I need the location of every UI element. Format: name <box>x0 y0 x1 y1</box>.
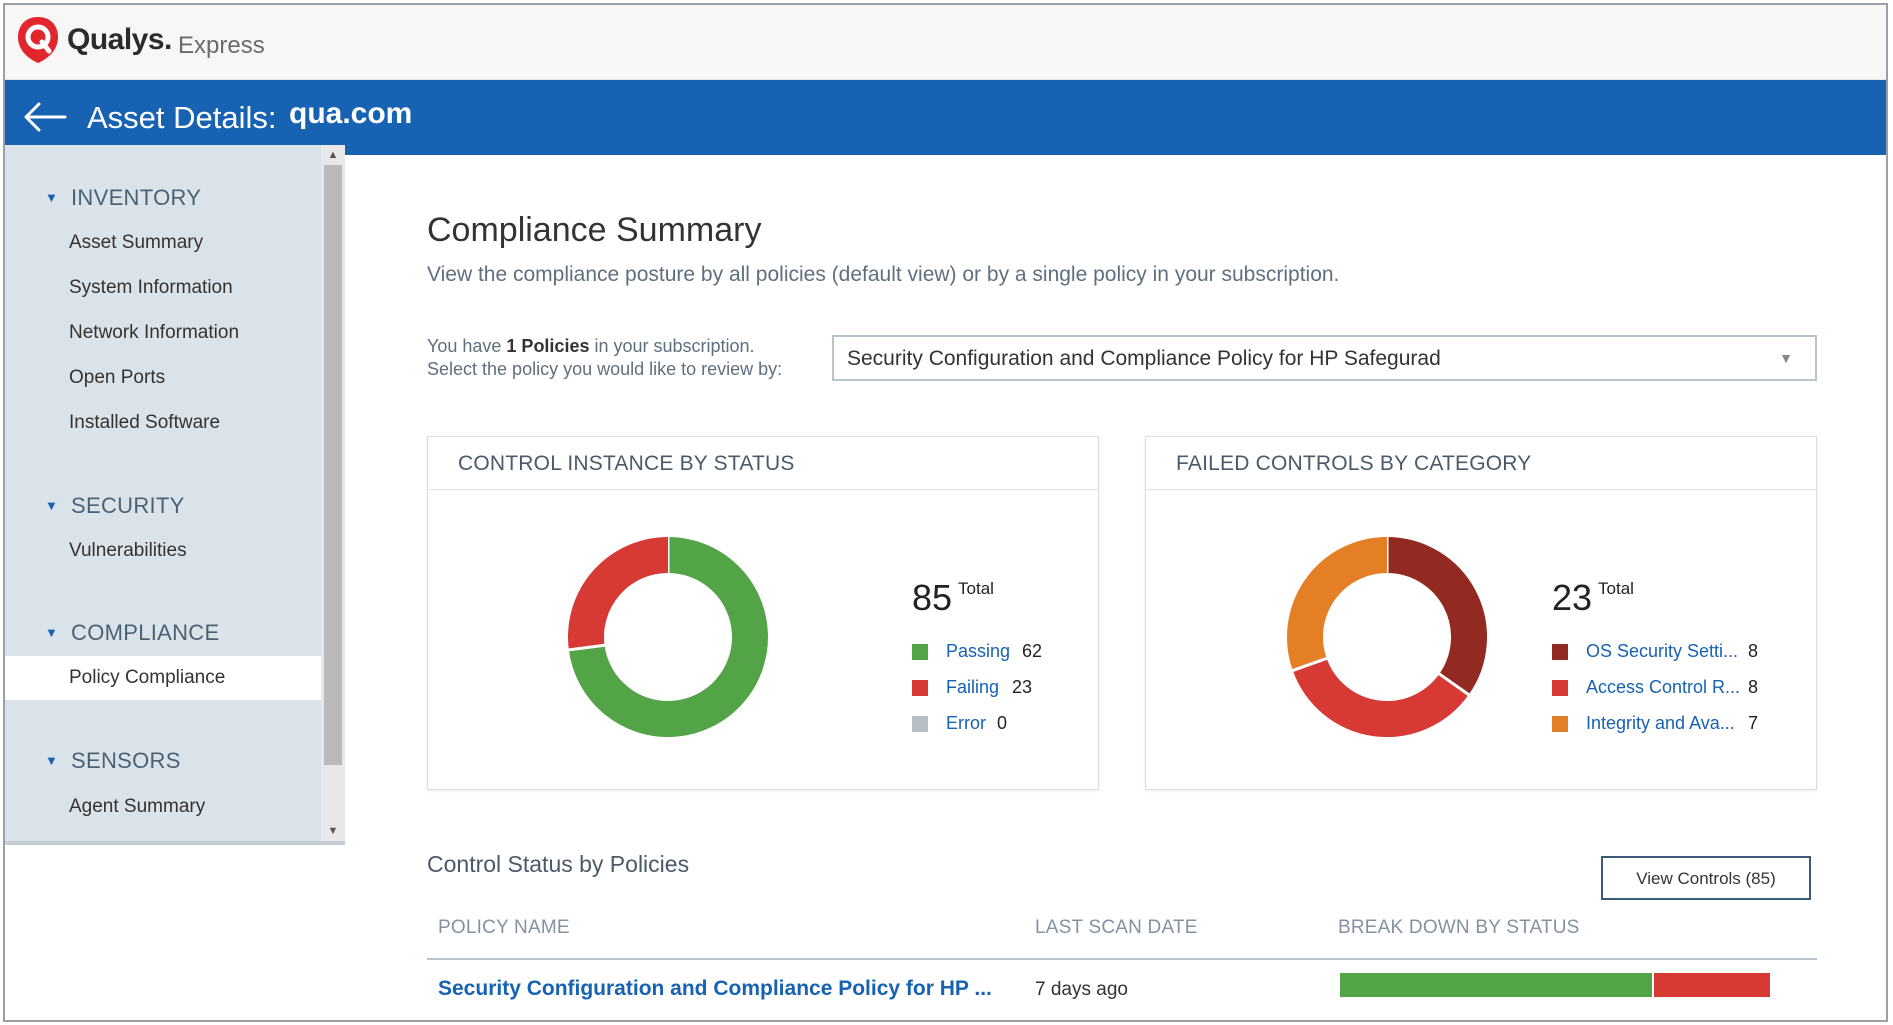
page-title: Compliance Summary <box>427 211 762 249</box>
scrollbar-thumb[interactable] <box>324 165 342 765</box>
control-instance-card: CONTROL INSTANCE BY STATUS 85 Total Passi… <box>427 436 1099 790</box>
sidebar-item-asset-summary[interactable]: Asset Summary <box>69 232 204 253</box>
main-content: Compliance Summary View the compliance p… <box>350 155 1886 1020</box>
sidebar-item-installed-software[interactable]: Installed Software <box>69 412 221 433</box>
status-breakdown-bar[interactable] <box>1340 973 1770 997</box>
asset-name: qua.com <box>289 97 413 130</box>
card-title: CONTROL INSTANCE BY STATUS <box>428 437 1098 490</box>
column-header-policy-name[interactable]: POLICY NAME <box>438 917 570 938</box>
policy-name-link[interactable]: Security Configuration and Compliance Po… <box>438 977 992 1000</box>
sidebar-section-security[interactable]: ▼ SECURITY <box>45 493 185 518</box>
view-controls-button[interactable]: View Controls (85) <box>1601 856 1811 900</box>
legend-swatch <box>1552 716 1568 732</box>
legend-value: 7 <box>1748 713 1759 733</box>
failed-controls-donut-chart <box>1287 537 1487 737</box>
scroll-down-arrow-icon[interactable]: ▼ <box>327 825 339 837</box>
failed-controls-legend: 23 Total OS Security Setti... 8 Access Co… <box>1552 577 1758 743</box>
scroll-up-arrow-icon[interactable]: ▲ <box>327 149 339 161</box>
legend-item[interactable]: Integrity and Ava... 7 <box>1552 707 1758 743</box>
donut-slice-failing[interactable] <box>568 537 669 650</box>
last-scan-date: 7 days ago <box>1035 979 1128 1000</box>
sidebar-bottom-edge <box>5 841 345 845</box>
status-bar-segment-failing[interactable] <box>1652 973 1770 997</box>
legend-swatch <box>912 644 928 660</box>
column-header-last-scan-date[interactable]: LAST SCAN DATE <box>1035 917 1198 938</box>
sidebar-item-vulnerabilities[interactable]: Vulnerabilities <box>69 540 187 561</box>
asset-details-label: Asset Details: <box>87 100 277 135</box>
total-count: 23 <box>1552 577 1593 618</box>
total-label: Total <box>1598 579 1634 598</box>
control-status-legend: 85 Total Passing 62 Failing 23 Error 0 <box>912 577 1092 743</box>
donut-separator <box>1437 672 1471 697</box>
policy-select-dropdown[interactable]: Security Configuration and Compliance Po… <box>832 335 1817 381</box>
policy-select-value: Security Configuration and Compliance Po… <box>847 347 1441 370</box>
legend-swatch <box>912 680 928 696</box>
brand-product: Express <box>178 32 265 59</box>
page-subtitle: View the compliance posture by all polic… <box>427 263 1340 286</box>
donut-slice-os-security-setti[interactable] <box>1386 537 1487 695</box>
sidebar: ▼ INVENTORY Asset Summary System Informat… <box>5 145 345 845</box>
donut-slice-integrity-and-ava[interactable] <box>1287 537 1388 671</box>
sidebar-item-network-information[interactable]: Network Information <box>69 322 240 343</box>
donut-slice-access-control-r[interactable] <box>1292 657 1469 737</box>
legend-swatch <box>1552 680 1568 696</box>
qualys-logo-icon <box>18 17 58 63</box>
legend-item[interactable]: Error 0 <box>912 707 1092 743</box>
caret-down-icon: ▼ <box>45 625 59 640</box>
sidebar-item-agent-summary[interactable]: Agent Summary <box>69 796 206 817</box>
legend-value: 0 <box>997 713 1008 733</box>
legend-item[interactable]: Access Control R... 8 <box>1552 671 1758 707</box>
sidebar-item-policy-compliance[interactable]: Policy Compliance <box>5 656 321 700</box>
legend-swatch <box>912 716 928 732</box>
legend-item[interactable]: Failing 23 <box>912 671 1092 707</box>
control-status-title: Control Status by Policies <box>427 851 690 877</box>
legend-label[interactable]: Failing <box>946 677 1000 697</box>
card-title: FAILED CONTROLS BY CATEGORY <box>1146 437 1816 490</box>
policy-count: 1 Policies <box>506 336 590 356</box>
legend-label[interactable]: Error <box>946 713 986 733</box>
top-bar: Qualys. Express <box>5 5 1886 80</box>
legend-value: 8 <box>1748 677 1759 697</box>
status-bar-segment-passing[interactable] <box>1340 973 1653 997</box>
caret-down-icon: ▼ <box>45 753 59 768</box>
legend-value: 23 <box>1012 677 1033 697</box>
legend-label[interactable]: Passing <box>946 641 1011 661</box>
sidebar-section-sensors[interactable]: ▼ SENSORS <box>45 748 181 773</box>
policy-count-text: You have 1 Policies in your subscription… <box>427 336 783 379</box>
sidebar-section-compliance[interactable]: ▼ COMPLIANCE <box>45 620 220 645</box>
legend-value: 62 <box>1022 641 1043 661</box>
sidebar-item-system-information[interactable]: System Information <box>69 277 233 298</box>
failed-controls-card: FAILED CONTROLS BY CATEGORY 23 Total OS S… <box>1145 436 1817 790</box>
sidebar-scrollbar[interactable]: ▲ ▼ <box>321 145 345 841</box>
total-label: Total <box>958 579 994 598</box>
donut-separator <box>1291 656 1329 673</box>
app-window: Qualys. Express Asset Details: qua.com ▼… <box>3 3 1888 1022</box>
column-header-breakdown: BREAK DOWN BY STATUS <box>1338 917 1580 938</box>
table-header-divider <box>427 958 1817 960</box>
back-arrow-icon[interactable] <box>23 100 67 134</box>
legend-item[interactable]: Passing 62 <box>912 635 1092 671</box>
chevron-down-icon: ▼ <box>1779 350 1793 366</box>
legend-swatch <box>1552 644 1568 660</box>
donut-slice-passing[interactable] <box>568 537 768 737</box>
sidebar-item-open-ports[interactable]: Open Ports <box>69 367 166 388</box>
legend-label[interactable]: OS Security Setti... <box>1586 641 1739 661</box>
legend-label[interactable]: Access Control R... <box>1586 677 1741 697</box>
sidebar-section-inventory[interactable]: ▼ INVENTORY <box>45 185 202 210</box>
caret-down-icon: ▼ <box>45 498 59 513</box>
brand-name: Qualys. <box>67 23 172 56</box>
legend-label[interactable]: Integrity and Ava... <box>1586 713 1735 733</box>
caret-down-icon: ▼ <box>45 190 59 205</box>
control-status-donut-chart <box>568 537 768 737</box>
total-count: 85 <box>912 577 953 618</box>
donut-separator <box>568 643 606 652</box>
legend-value: 8 <box>1748 641 1759 661</box>
legend-item[interactable]: OS Security Setti... 8 <box>1552 635 1758 671</box>
asset-header: Asset Details: qua.com <box>5 80 1886 155</box>
